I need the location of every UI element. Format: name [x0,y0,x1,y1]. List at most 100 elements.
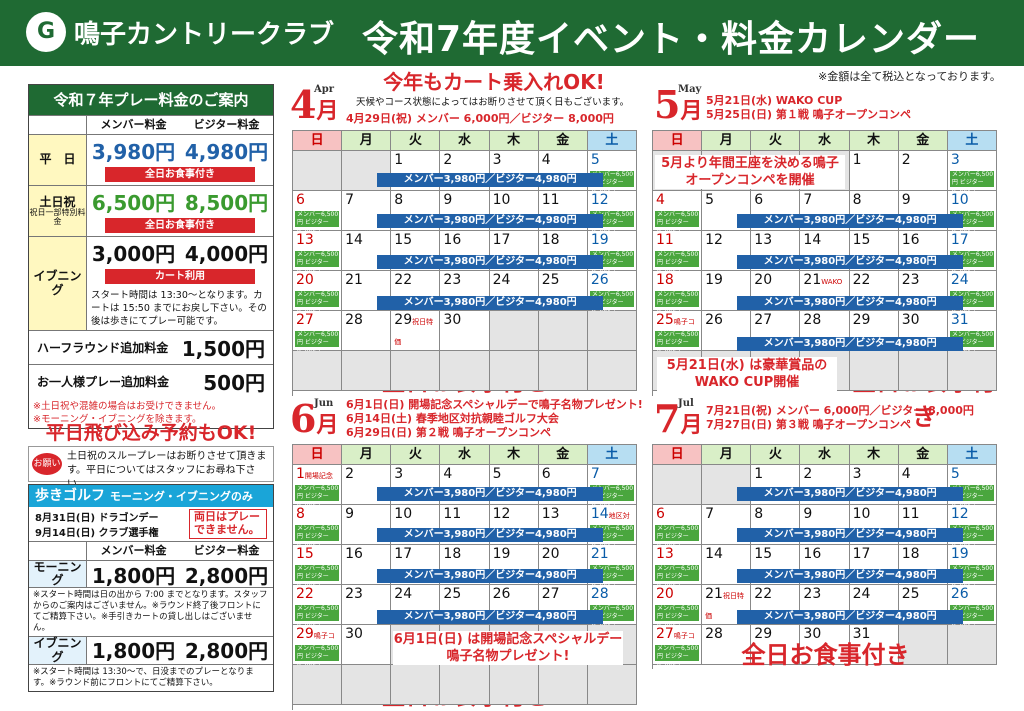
empty-day [587,665,637,705]
day-tag: WAKO [821,278,843,286]
day-cell: 26 [702,311,752,351]
day-cell: 9 [342,505,392,545]
holiday-visitor-price: 8,500円 [184,190,269,215]
day-cell: 20 [751,271,801,311]
day-cell: 21 メンバー6,500円 ビジター8,500円 [587,545,637,588]
day-cell: 20 メンバー6,500円 ビジター8,500円 [293,271,343,314]
day-cell: 27鳴子コンペメンバー6,500円 ビジター8,500円 [653,625,703,668]
day-cell: 4 メンバー6,500円 ビジター8,500円 [653,191,703,234]
weekday-header: 月 [702,131,752,151]
weekday-price-bar: メンバー3,980円／ビジター4,980円 [376,528,604,542]
day-cell: 18 [538,231,588,271]
day-cell: 18 メンバー6,500円 ビジター8,500円 [653,271,703,314]
weekday-price-bar: メンバー3,980円／ビジター4,980円 [376,173,604,187]
solo-note-2: ※モーニング・イブニングを除きます。 [33,414,202,425]
holiday-mini-price: メンバー6,500円 ビジター8,500円 [655,211,699,234]
day-cell: 10 [489,191,539,231]
day-cell: 11 メンバー6,500円 ビジター8,500円 [653,231,703,274]
day-cell: 17 [489,231,539,271]
april-calendar: 日月火水木金土 1 2 3 4 5 メンバー6,500円 ビジター8,500円 6 メンバー6,… [292,130,637,396]
weekday-visitor-price: 4,980円 [184,139,269,164]
weekday-price-bar: メンバー3,980円／ビジター4,980円 [736,487,964,501]
weekday-header: 土 [587,131,637,151]
walk-date-2: 9月14日(日) クラブ選手権 [35,528,159,539]
empty-day [947,625,997,665]
holiday-mini-price: メンバー6,500円 ビジター8,500円 [655,645,699,668]
day-cell: 8 [751,505,801,545]
cart-note: 天候やコース状態によってはお断りさせて頂く日もございます。 [356,97,630,108]
day-cell: 28 [342,311,392,351]
may-calendar: 日月火水木金土 1 2 3 メンバー6,500円 ビジター8,500円 4 メンバー6,50… [652,130,997,431]
weekday-member-price: 3,980円 [91,139,176,164]
weekday-header: 土 [947,131,997,151]
day-cell: 2 [898,151,948,191]
weekday-price-bar: メンバー3,980円／ビジター4,980円 [736,296,964,310]
day-cell: 13 [538,505,588,545]
tax-note: ※金額は全て税込となっております。 [818,70,1001,83]
day-cell: 7 [342,191,392,231]
day-cell: 15 メンバー6,500円 ビジター8,500円 [293,545,343,588]
day-cell: 22 [849,271,899,311]
june-anniversary-overlay: 6月1日(日) は開場記念スペシャルデー鳴子名物プレゼント! [393,631,623,665]
day-cell: 7 [702,505,752,545]
day-cell: 13 メンバー6,500円 ビジター8,500円 [653,545,703,588]
day-cell: 9 [800,505,850,545]
day-tag: 祝日特価 [705,592,744,620]
june-calendar: 日月火水木金土 1開場記念 メンバー6,500円 ビジター8,500円 2 3 4 5 6 7 メ… [292,444,637,710]
april-month: 4月 Apr [290,82,339,127]
weekday-header: 火 [391,445,441,465]
weekday-price-bar: メンバー3,980円／ビジター4,980円 [736,610,964,624]
weekday-header: 日 [653,131,703,151]
day-cell: 1 [751,465,801,505]
walk-warning: 両日はプレーできません。 [189,509,267,539]
empty-day [653,465,703,505]
may-event-2: 5月25日(日) 第１戦 鳴子オープンコンペ [706,108,912,121]
walk-evening-text: ※スタート時間は 13:30～で、日没までのプレーとなります。※ラウンド前にフロ… [29,663,273,691]
day-cell: 23 [898,271,948,311]
day-cell: 12 [702,231,752,271]
day-cell: 19 [489,545,539,585]
day-cell: 11 [898,505,948,545]
holiday-mini-price: メンバー6,500円 ビジター8,500円 [295,485,339,508]
empty-day [342,351,392,391]
holiday-mini-price: メンバー6,500円 ビジター8,500円 [655,291,699,314]
morning-member-price: 1,800円 [91,563,176,588]
day-cell: 22 メンバー6,500円 ビジター8,500円 [293,585,343,628]
empty-day [440,351,490,391]
day-cell: 16 [800,545,850,585]
holiday-mini-price: メンバー6,500円 ビジター8,500円 [655,525,699,548]
day-cell: 6 メンバー6,500円 ビジター8,500円 [653,505,703,548]
may-month: 5月 May [654,82,703,127]
day-cell: 30 [440,311,490,351]
day-cell: 1 [849,151,899,191]
holiday-mini-price: メンバー6,500円 ビジター8,500円 [295,211,339,234]
empty-day [947,351,997,391]
weekday-price-bar: メンバー3,980円／ビジター4,980円 [376,255,604,269]
holiday-mini-price: メンバー6,500円 ビジター8,500円 [295,251,339,274]
day-cell: 19 [702,271,752,311]
day-cell: 6 メンバー6,500円 ビジター8,500円 [293,191,343,234]
walk-col-member: メンバー料金 [100,544,167,557]
weekday-header: 金 [538,131,588,151]
day-cell: 12 [489,505,539,545]
empty-day [898,625,948,665]
holiday-sub: 祝日一部特別料金 [29,207,86,226]
weekday-header: 月 [702,445,752,465]
day-cell: 4 [538,151,588,191]
weekday-header: 金 [898,445,948,465]
walk-title: 歩きゴルフ [35,488,105,504]
weekday-header: 木 [849,131,899,151]
day-cell: 20 [538,545,588,585]
day-cell: 17 [849,545,899,585]
day-cell: 16 [440,231,490,271]
solo-label: お一人様プレー追加料金 [37,375,170,389]
request-badge: お願い [32,453,62,475]
weekday-header: 日 [293,131,343,151]
day-cell: 29 [751,625,801,665]
day-cell: 22 [751,585,801,625]
day-cell: 27 [538,585,588,625]
weekday-header: 木 [849,445,899,465]
day-tag: 開場記念 [304,472,333,480]
weekday-price-bar: メンバー3,980円／ビジター4,980円 [736,255,964,269]
evening-member-price: 3,000円 [91,241,176,266]
